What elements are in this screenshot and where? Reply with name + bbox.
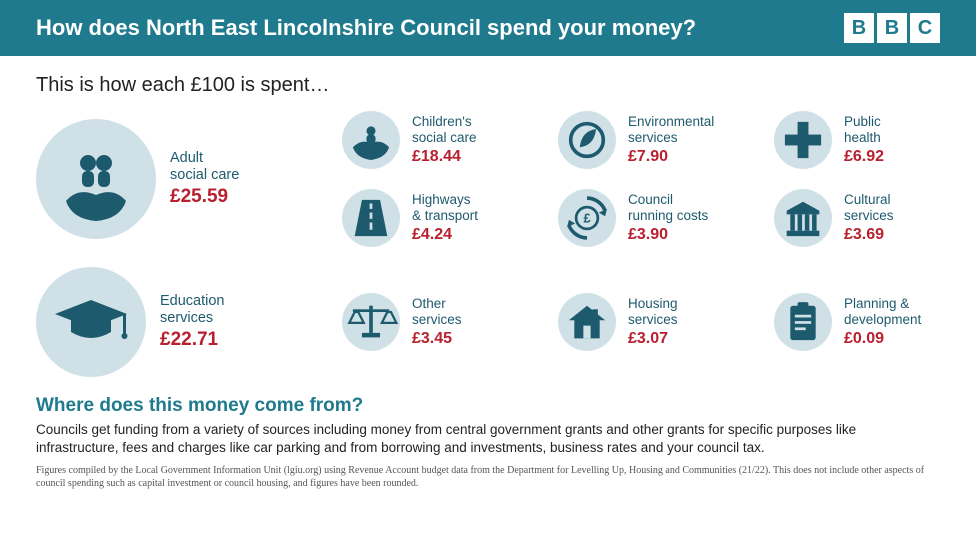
scales-icon — [342, 293, 400, 351]
item-label: Adultsocial care — [170, 150, 239, 183]
item-amount: £6.92 — [844, 148, 884, 166]
item-label: Environmentalservices — [628, 114, 714, 145]
item-environmental: Environmentalservices £7.90 — [558, 111, 768, 169]
road-icon — [342, 189, 400, 247]
hands-child-icon — [342, 111, 400, 169]
pound-arrows-icon — [558, 189, 616, 247]
item-amount: £22.71 — [160, 329, 225, 351]
item-label: Councilrunning costs — [628, 192, 708, 223]
item-amount: £3.45 — [412, 330, 462, 348]
item-amount: £7.90 — [628, 148, 714, 166]
item-amount: £25.59 — [170, 186, 239, 208]
clipboard-icon — [774, 293, 832, 351]
item-label: Educationservices — [160, 293, 225, 326]
item-children-social-care: Children'ssocial care £18.44 — [342, 111, 552, 169]
item-amount: £3.69 — [844, 226, 894, 244]
item-planning: Planning &development £0.09 — [774, 293, 976, 351]
item-label: Culturalservices — [844, 192, 894, 223]
item-label: Housingservices — [628, 296, 678, 327]
explanation-text: Councils get funding from a variety of s… — [36, 421, 940, 457]
building-icon — [774, 189, 832, 247]
hands-people-icon — [36, 119, 156, 239]
item-adult-social-care: Adultsocial care £25.59 — [36, 119, 336, 239]
intro-text: This is how each £100 is spent… — [36, 74, 940, 97]
subheading: Where does this money come from? — [36, 395, 940, 417]
page-title: How does North East Lincolnshire Council… — [36, 15, 696, 41]
logo-letter: B — [844, 13, 874, 43]
item-housing: Housingservices £3.07 — [558, 293, 768, 351]
item-label: Publichealth — [844, 114, 884, 145]
item-label: Planning &development — [844, 296, 921, 327]
item-amount: £18.44 — [412, 148, 477, 166]
logo-letter: C — [910, 13, 940, 43]
item-cultural: Culturalservices £3.69 — [774, 189, 976, 247]
item-education: Educationservices £22.71 — [36, 267, 336, 377]
item-other: Otherservices £3.45 — [342, 293, 552, 351]
item-label: Otherservices — [412, 296, 462, 327]
footnote-text: Figures compiled by the Local Government… — [36, 465, 940, 490]
item-label: Children'ssocial care — [412, 114, 477, 145]
plus-icon — [774, 111, 832, 169]
item-highways: Highways& transport £4.24 — [342, 189, 552, 247]
item-running-costs: Councilrunning costs £3.90 — [558, 189, 768, 247]
item-amount: £3.90 — [628, 226, 708, 244]
item-amount: £3.07 — [628, 330, 678, 348]
item-amount: £4.24 — [412, 226, 478, 244]
logo-letter: B — [877, 13, 907, 43]
graduation-cap-icon — [36, 267, 146, 377]
spending-grid: Adultsocial care £25.59 Children'ssocial… — [36, 111, 940, 377]
content-area: This is how each £100 is spent… Adultsoc… — [0, 56, 976, 500]
bbc-logo: B B C — [844, 13, 940, 43]
item-public-health: Publichealth £6.92 — [774, 111, 976, 169]
leaf-circle-icon — [558, 111, 616, 169]
item-label: Highways& transport — [412, 192, 478, 223]
item-amount: £0.09 — [844, 330, 921, 348]
house-icon — [558, 293, 616, 351]
header-bar: How does North East Lincolnshire Council… — [0, 0, 976, 56]
